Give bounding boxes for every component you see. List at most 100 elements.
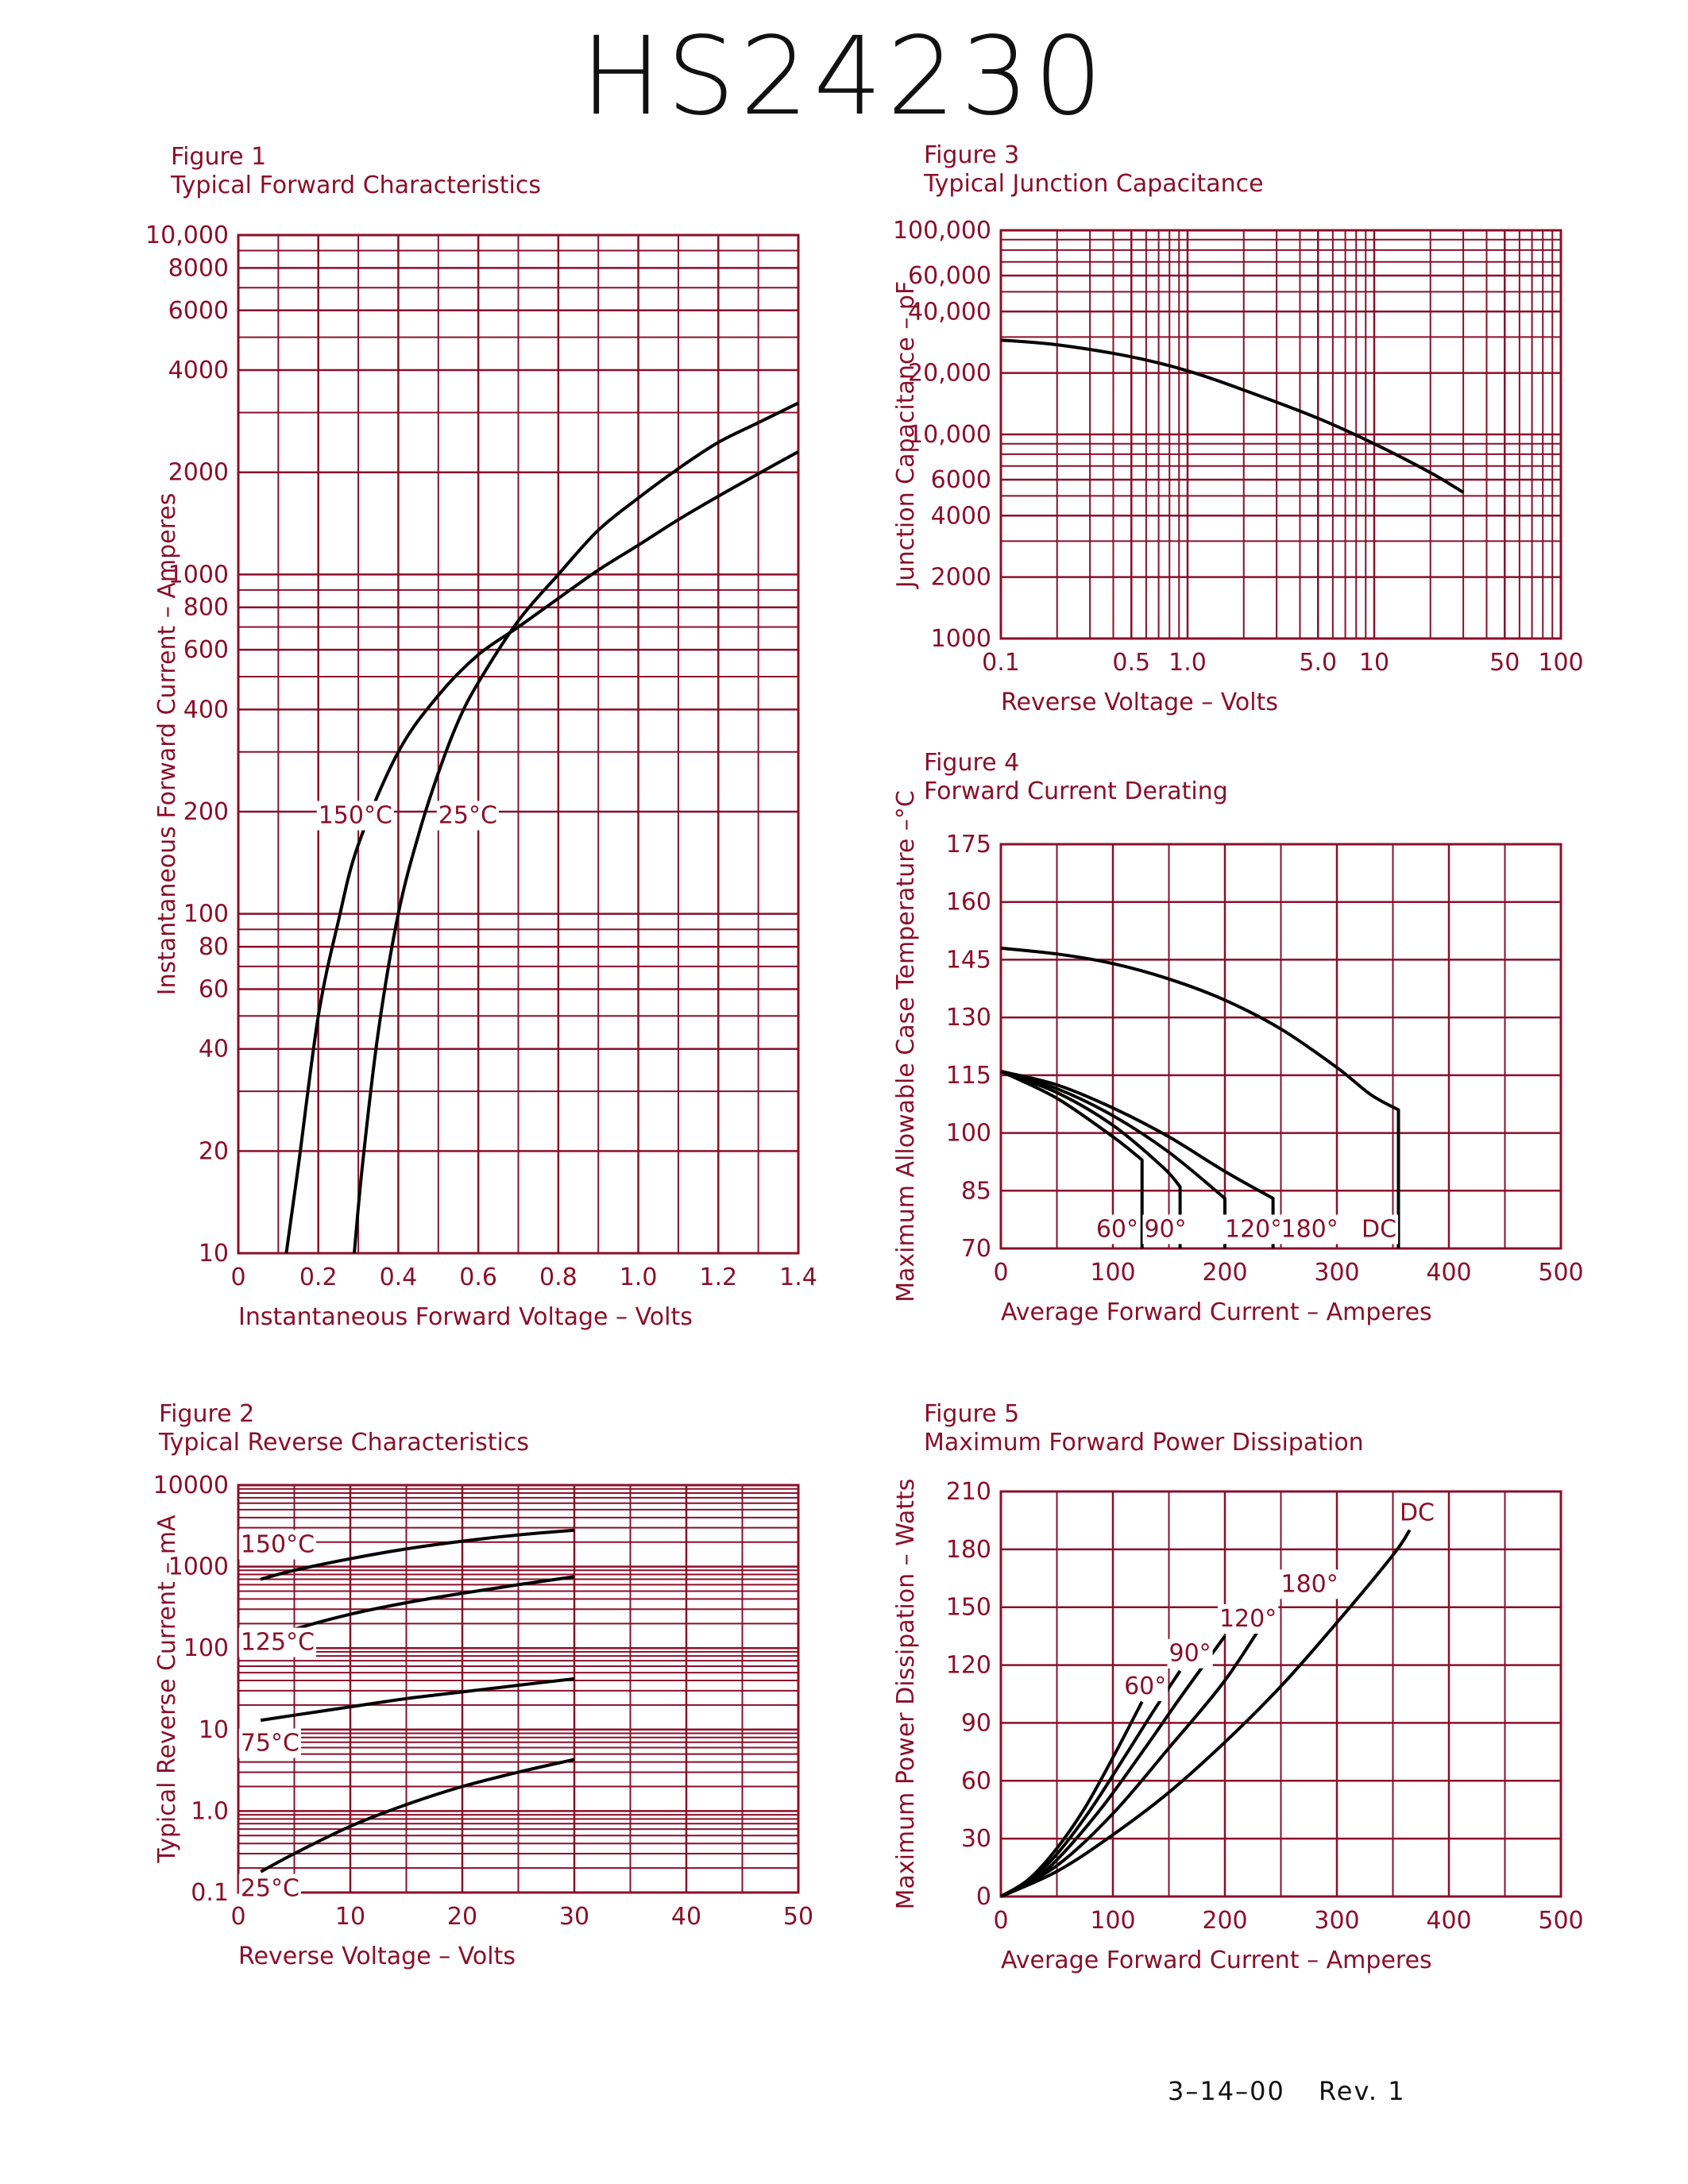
fig2-x-tick-label: 10 [335, 1903, 365, 1931]
fig5-y-tick-label: 0 [976, 1883, 991, 1911]
fig1-y-tick-label: 100 [183, 901, 229, 928]
fig4-curve-label: 120° [1225, 1215, 1282, 1243]
fig3-x-tick-label: 50 [1489, 649, 1520, 677]
fig1-y-axis-title: Instantaneous Forward Current – Amperes [153, 493, 181, 996]
fig5-curve-label: DC [1400, 1499, 1435, 1526]
fig4-y-tick-label: 100 [946, 1120, 991, 1148]
fig1-y-tick-label: 60 [199, 975, 229, 1003]
fig4-y-tick-label: 70 [961, 1235, 991, 1263]
fig4-chart: 60° 90° 120°180° DC [999, 843, 1562, 1250]
page-title: HS24230 [580, 14, 1108, 140]
fig2-chart: 150°C 125°C 75°C 25°C [237, 1484, 800, 1904]
fig1-x-tick-label: 1.4 [779, 1264, 817, 1291]
fig4-x-axis-title: Average Forward Current – Amperes [1001, 1298, 1432, 1326]
fig3-series-curve [1000, 338, 1465, 494]
fig5-curve-label: 90° [1169, 1640, 1211, 1668]
fig1-chart: 150°C 25°C [237, 233, 800, 1255]
fig1-y-tick-label: 4000 [168, 357, 229, 384]
fig1-x-tick-label: 0.8 [539, 1264, 577, 1291]
fig4-x-tick-label: 0 [993, 1259, 1008, 1287]
fig5-y-tick-label: 90 [961, 1709, 991, 1737]
fig4-x-tick-label: 300 [1314, 1259, 1359, 1287]
fig2-plot-frame [237, 1484, 800, 1894]
fig1-figure-number: Figure 1 [171, 143, 266, 171]
fig4-curve-label-bg [1142, 1214, 1188, 1244]
fig2-x-tick-label: 40 [671, 1903, 701, 1931]
fig3-x-tick-label: 1.0 [1168, 649, 1207, 677]
fig4-curve-label: DC [1362, 1215, 1396, 1243]
fig3-x-tick-label: 100 [1538, 649, 1583, 677]
fig2-x-tick-label: 30 [559, 1903, 589, 1931]
fig1-y-tick-label: 1000 [168, 561, 229, 588]
fig5-y-tick-label: 150 [946, 1594, 991, 1622]
fig2-figure-number: Figure 2 [159, 1400, 254, 1428]
fig3-y-axis-title: Junction Capacitance – pF [892, 281, 920, 589]
fig5-curve-label: 60° [1124, 1673, 1166, 1700]
fig2-x-tick-label: 0 [230, 1903, 245, 1931]
fig5-y-axis-title: Maximum Power Dissipation – Watts [892, 1479, 920, 1910]
fig4-curve-label: 60° [1096, 1215, 1138, 1243]
fig1-y-tick-label: 80 [199, 933, 229, 961]
footer-date: 3–14–00 [1168, 2076, 1285, 2106]
fig3-figure-number: Figure 3 [924, 141, 1019, 169]
fig3-y-tick-label: 2000 [931, 564, 991, 592]
fig4-curve-label-bg [1279, 1214, 1340, 1244]
fig4-series-dc [1000, 946, 1400, 1248]
fig4-curve-label-bg [1094, 1214, 1141, 1244]
fig5-curve-label-bg [1167, 1638, 1213, 1669]
fig3-y-tick-label: 60,000 [908, 262, 991, 290]
fig2-y-tick-label: 10000 [153, 1472, 229, 1499]
fig2-x-axis-title: Reverse Voltage – Volts [238, 1943, 516, 1970]
fig1-x-tick-label: 1.0 [620, 1264, 658, 1291]
fig3-y-tick-label: 20,000 [908, 360, 991, 388]
fig4-y-tick-label: 160 [946, 889, 991, 916]
fig2-series-25-c [260, 1758, 575, 1873]
fig5-y-tick-label: 120 [946, 1652, 991, 1680]
fig1-y-tick-label: 2000 [168, 459, 229, 487]
fig2-curve-label-bg [238, 1530, 317, 1560]
fig1-y-tick-label: 20 [199, 1137, 229, 1165]
fig4-figure-number: Figure 4 [924, 749, 1019, 777]
fig1-x-tick-label: 0.2 [299, 1264, 338, 1291]
fig4-x-tick-label: 500 [1538, 1259, 1583, 1287]
fig1-y-tick-label: 10 [199, 1240, 229, 1268]
fig5-series-dc [1000, 1529, 1412, 1898]
fig2-x-tick-label: 50 [783, 1903, 813, 1931]
fig4-curve-label: 90° [1144, 1215, 1186, 1243]
fig1-series-25-c [353, 401, 799, 1254]
fig4-y-tick-label: 130 [946, 1004, 991, 1032]
fig5-y-tick-label: 210 [946, 1478, 991, 1506]
fig5-curve-label-bg [1397, 1498, 1437, 1528]
fig2-y-tick-label: 1.0 [191, 1797, 229, 1825]
fig1-x-tick-label: 1.2 [699, 1264, 737, 1291]
fig5-curve-label-bg [1217, 1604, 1279, 1634]
fig1-y-tick-label: 10,000 [145, 222, 229, 249]
fig5-curve-label: 180° [1281, 1570, 1338, 1598]
fig5-x-tick-label: 400 [1426, 1907, 1471, 1935]
fig5-y-tick-label: 60 [961, 1767, 991, 1795]
fig4-plot-frame [999, 843, 1562, 1250]
fig2-series-75-c [260, 1677, 575, 1723]
fig1-y-tick-label: 6000 [168, 297, 229, 325]
fig5-x-tick-label: 0 [993, 1907, 1008, 1935]
fig5-plot-frame [999, 1490, 1562, 1898]
fig2-title: Typical Reverse Characteristics [158, 1429, 529, 1457]
fig4-title: Forward Current Derating [924, 778, 1228, 805]
fig2-y-tick-label: 100 [183, 1634, 229, 1662]
fig5-x-tick-label: 500 [1538, 1907, 1583, 1935]
fig1-y-tick-label: 400 [183, 696, 229, 723]
fig2-curve-label: 150°C [241, 1531, 315, 1559]
fig1-curve-label-bg [316, 801, 394, 831]
fig1-y-tick-label: 600 [183, 636, 229, 664]
fig5-y-tick-label: 30 [961, 1825, 991, 1853]
fig3-y-tick-label: 6000 [931, 466, 991, 494]
fig5-curve-label-bg [1279, 1569, 1340, 1599]
fig2-curve-label: 25°C [241, 1875, 299, 1903]
fig4-y-tick-label: 85 [961, 1177, 991, 1205]
fig2-series-150-c [260, 1528, 575, 1581]
fig1-x-axis-title: Instantaneous Forward Voltage – Volts [238, 1303, 693, 1331]
fig5-chart: 60°90° 120°180° DC [999, 1490, 1562, 1898]
fig5-y-tick-label: 180 [946, 1536, 991, 1564]
fig3-y-tick-label: 1000 [931, 625, 991, 653]
